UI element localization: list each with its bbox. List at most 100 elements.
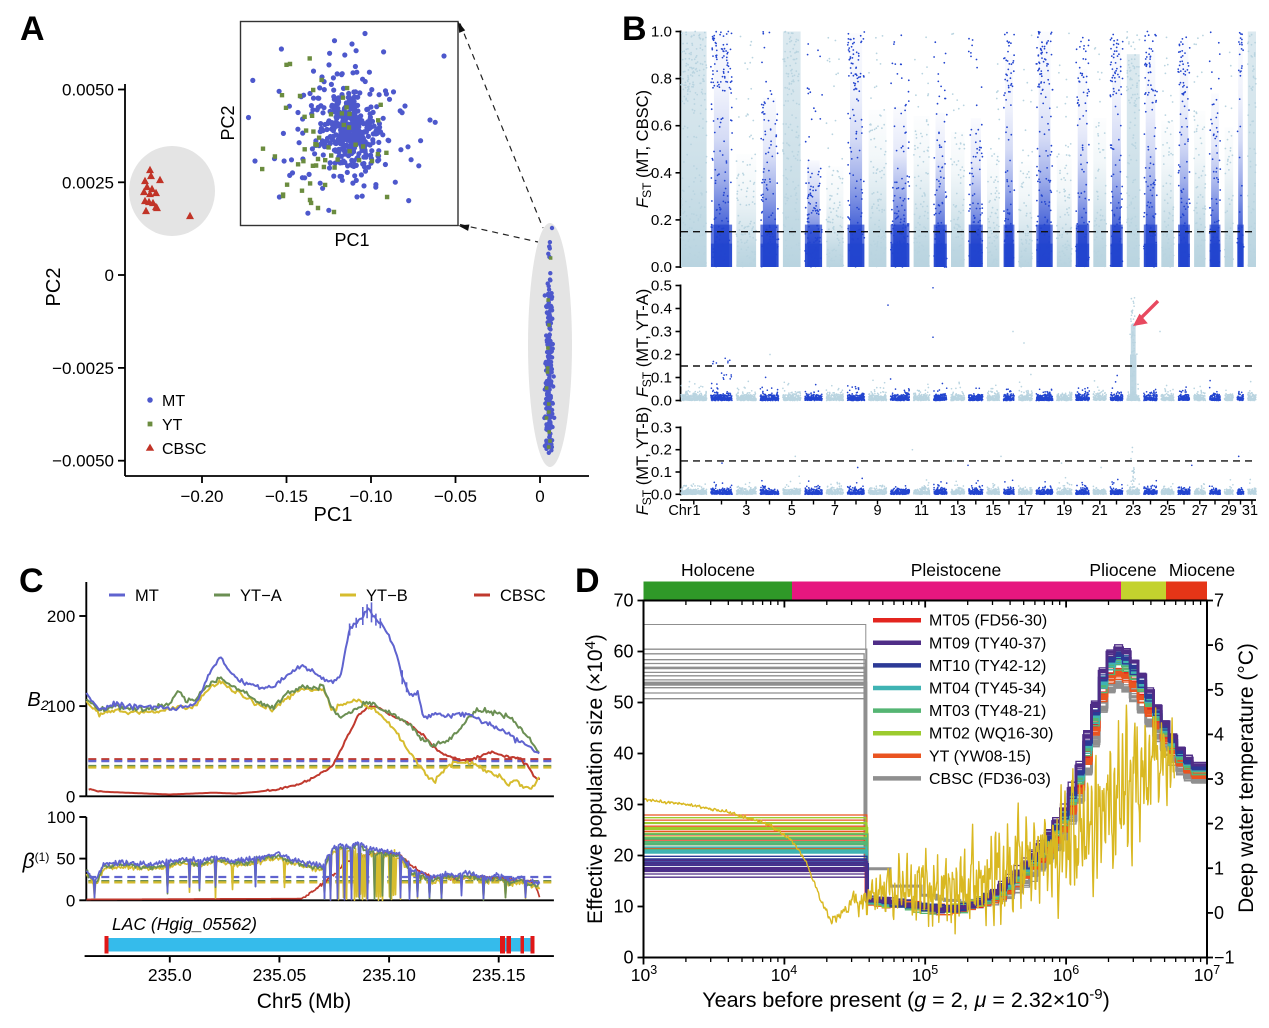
svg-text:−0.0025: −0.0025 bbox=[52, 359, 114, 378]
svg-text:Chr: Chr bbox=[668, 503, 692, 519]
svg-text:MT04 (TY45-34): MT04 (TY45-34) bbox=[929, 681, 1046, 698]
svg-text:Chr5 (Mb): Chr5 (Mb) bbox=[257, 990, 352, 1013]
svg-text:5: 5 bbox=[788, 503, 796, 519]
svg-text:0.3: 0.3 bbox=[651, 324, 672, 341]
svg-text:235.10: 235.10 bbox=[362, 965, 416, 985]
svg-text:0.0: 0.0 bbox=[651, 393, 672, 410]
svg-text:CBSC: CBSC bbox=[162, 441, 206, 458]
svg-text:PC1: PC1 bbox=[314, 504, 353, 526]
svg-text:0: 0 bbox=[535, 487, 544, 506]
svg-text:0.4: 0.4 bbox=[651, 301, 672, 318]
svg-text:235.0: 235.0 bbox=[148, 965, 192, 985]
svg-text:2: 2 bbox=[1214, 814, 1224, 834]
svg-text:Pliocene: Pliocene bbox=[1089, 560, 1156, 580]
svg-text:0.2: 0.2 bbox=[651, 347, 672, 364]
svg-text:MT: MT bbox=[162, 393, 185, 410]
svg-text:17: 17 bbox=[1017, 503, 1033, 519]
svg-text:1.0: 1.0 bbox=[651, 24, 672, 41]
svg-text:LAC (Hgig_05562): LAC (Hgig_05562) bbox=[112, 914, 257, 934]
svg-text:0: 0 bbox=[623, 948, 633, 968]
svg-text:A: A bbox=[20, 10, 45, 48]
svg-text:PC1: PC1 bbox=[334, 230, 369, 250]
svg-text:Deep water temperature (°C): Deep water temperature (°C) bbox=[1235, 643, 1258, 913]
svg-text:0.2: 0.2 bbox=[651, 442, 672, 459]
svg-text:9: 9 bbox=[873, 503, 881, 519]
svg-text:0.8: 0.8 bbox=[651, 71, 672, 88]
svg-text:CBSC (FD36-03): CBSC (FD36-03) bbox=[929, 771, 1051, 788]
svg-text:31: 31 bbox=[1242, 503, 1258, 519]
svg-text:YT−A: YT−A bbox=[240, 587, 282, 605]
svg-text:21: 21 bbox=[1092, 503, 1108, 519]
svg-text:40: 40 bbox=[613, 744, 633, 764]
svg-text:0: 0 bbox=[1214, 903, 1224, 923]
svg-text:0.4: 0.4 bbox=[651, 165, 672, 182]
svg-text:Miocene: Miocene bbox=[1169, 560, 1235, 580]
svg-text:200: 200 bbox=[47, 607, 75, 626]
svg-text:50: 50 bbox=[56, 850, 75, 869]
svg-text:0.0: 0.0 bbox=[651, 486, 672, 503]
svg-text:MT10 (TY42-12): MT10 (TY42-12) bbox=[929, 658, 1046, 675]
svg-text:29: 29 bbox=[1221, 503, 1237, 519]
svg-text:27: 27 bbox=[1192, 503, 1208, 519]
svg-text:3: 3 bbox=[1214, 769, 1224, 789]
svg-text:YT−B: YT−B bbox=[366, 587, 408, 605]
svg-text:7: 7 bbox=[831, 503, 839, 519]
svg-text:70: 70 bbox=[613, 591, 633, 611]
svg-text:0: 0 bbox=[66, 891, 75, 910]
svg-text:0: 0 bbox=[105, 266, 114, 285]
svg-text:1: 1 bbox=[1214, 858, 1224, 878]
svg-text:5: 5 bbox=[1214, 680, 1224, 700]
svg-text:3: 3 bbox=[742, 503, 750, 519]
svg-text:4: 4 bbox=[1214, 724, 1224, 744]
svg-text:−0.15: −0.15 bbox=[265, 487, 308, 506]
svg-text:20: 20 bbox=[613, 846, 633, 866]
svg-text:7: 7 bbox=[1214, 591, 1224, 611]
svg-text:−1: −1 bbox=[1214, 948, 1235, 968]
svg-text:235.15: 235.15 bbox=[472, 965, 526, 985]
svg-text:D: D bbox=[575, 562, 600, 600]
svg-text:C: C bbox=[19, 562, 44, 600]
svg-text:MT03 (TY48-21): MT03 (TY48-21) bbox=[929, 703, 1046, 720]
svg-text:CBSC: CBSC bbox=[500, 587, 546, 605]
svg-text:FST (MT, YT-B): FST (MT, YT-B) bbox=[634, 407, 654, 516]
svg-text:B: B bbox=[622, 10, 647, 48]
svg-text:Pleistocene: Pleistocene bbox=[911, 560, 1001, 580]
svg-text:13: 13 bbox=[950, 503, 966, 519]
svg-text:11: 11 bbox=[914, 503, 929, 519]
svg-text:−0.10: −0.10 bbox=[349, 487, 392, 506]
svg-text:30: 30 bbox=[613, 795, 633, 815]
svg-text:0.0025: 0.0025 bbox=[62, 173, 114, 192]
svg-text:MT02 (WQ16-30): MT02 (WQ16-30) bbox=[929, 726, 1053, 743]
svg-text:19: 19 bbox=[1056, 503, 1072, 519]
svg-text:0.6: 0.6 bbox=[651, 118, 672, 135]
svg-text:0: 0 bbox=[66, 787, 75, 806]
svg-text:1: 1 bbox=[692, 503, 700, 519]
svg-text:15: 15 bbox=[985, 503, 1001, 519]
svg-text:0.0: 0.0 bbox=[651, 259, 672, 276]
svg-text:0.1: 0.1 bbox=[651, 464, 672, 481]
svg-text:MT09 (TY40-37): MT09 (TY40-37) bbox=[929, 635, 1046, 652]
svg-text:10: 10 bbox=[613, 897, 633, 917]
svg-text:235.05: 235.05 bbox=[253, 965, 307, 985]
svg-text:0.3: 0.3 bbox=[651, 419, 672, 436]
svg-text:MT05 (FD56-30): MT05 (FD56-30) bbox=[929, 613, 1047, 630]
svg-text:6: 6 bbox=[1214, 635, 1224, 655]
svg-text:−0.20: −0.20 bbox=[180, 487, 223, 506]
svg-text:50: 50 bbox=[613, 693, 633, 713]
svg-text:23: 23 bbox=[1125, 503, 1141, 519]
svg-text:FST (MT, CBSC): FST (MT, CBSC) bbox=[634, 90, 654, 208]
svg-text:0.2: 0.2 bbox=[651, 212, 672, 229]
svg-text:0.0050: 0.0050 bbox=[62, 81, 114, 100]
svg-text:60: 60 bbox=[613, 642, 633, 662]
svg-text:Holocene: Holocene bbox=[681, 560, 755, 580]
svg-text:FST (MT, YT-A): FST (MT, YT-A) bbox=[634, 289, 654, 398]
svg-text:100: 100 bbox=[47, 697, 75, 716]
svg-text:−0.0050: −0.0050 bbox=[52, 452, 114, 471]
svg-text:PC2: PC2 bbox=[43, 268, 65, 307]
svg-text:MT: MT bbox=[135, 587, 159, 605]
svg-text:0.5: 0.5 bbox=[651, 278, 672, 295]
svg-text:PC2: PC2 bbox=[218, 105, 238, 140]
svg-text:25: 25 bbox=[1160, 503, 1176, 519]
svg-text:100: 100 bbox=[47, 808, 75, 827]
svg-text:−0.05: −0.05 bbox=[434, 487, 477, 506]
